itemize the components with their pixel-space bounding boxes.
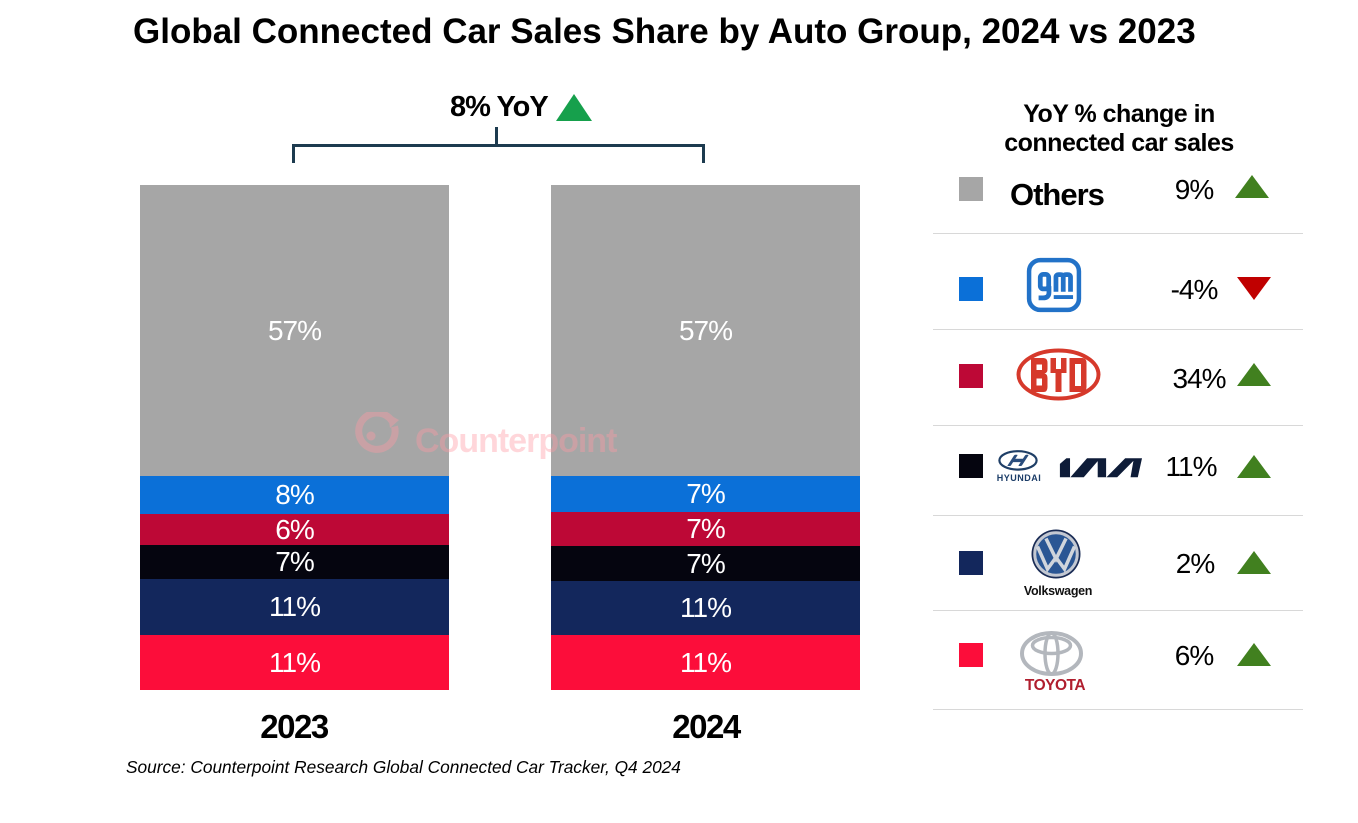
svg-text:Counterpoint: Counterpoint [415, 422, 617, 460]
